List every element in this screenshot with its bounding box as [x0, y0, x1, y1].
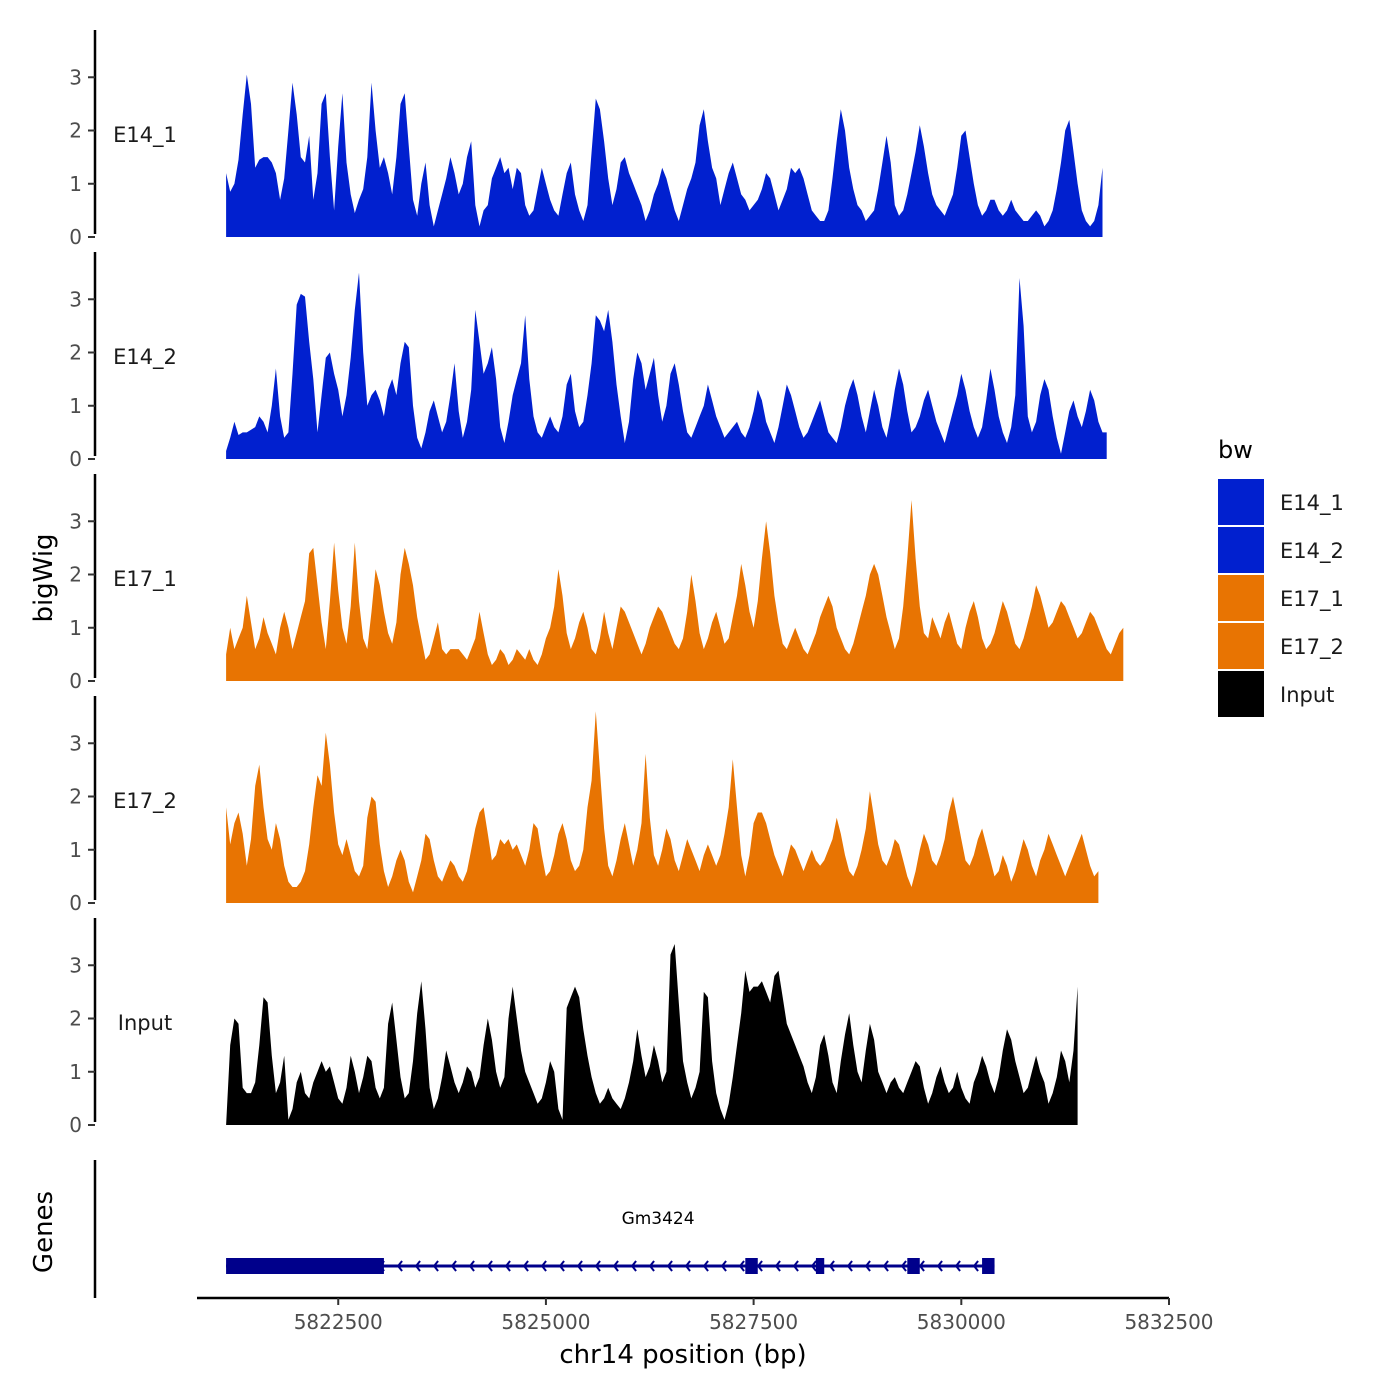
strand-arrow [720, 1260, 727, 1272]
legend-label: E14_2 [1280, 539, 1344, 564]
y-tick-label: 1 [69, 394, 82, 418]
genes-panel: Gm3424 [93, 1160, 995, 1298]
legend-title: bw [1218, 436, 1253, 464]
y-tick-label: 2 [69, 563, 82, 587]
y-tick-label: 1 [69, 1060, 82, 1084]
strand-arrow [882, 1260, 889, 1272]
track-Input: 0 1 2 3 Input [69, 918, 1078, 1137]
track-E14_2: 0 1 2 3 E14_2 [69, 252, 1107, 471]
x-axis-title: chr14 position (bp) [559, 1340, 806, 1370]
y-tick-label: 2 [69, 785, 82, 809]
strand-arrow [576, 1260, 583, 1272]
x-axis: 5822500 5825000 5827500 5830000 5832500 [197, 1296, 1214, 1334]
gene-name-label: Gm3424 [622, 1209, 695, 1229]
strand-arrow [648, 1260, 655, 1272]
coverage-area-E14_1 [226, 74, 1103, 237]
strand-arrow [450, 1260, 457, 1272]
legend-label: E17_1 [1280, 587, 1344, 612]
y-tick-label: 3 [69, 65, 82, 89]
track-label: Input [118, 1011, 172, 1035]
track-label: E17_1 [113, 567, 177, 592]
x-tick-label: 5827500 [709, 1310, 798, 1334]
strand-arrow [396, 1260, 403, 1272]
track-E17_2: 0 1 2 3 E17_2 [69, 696, 1099, 915]
strand-arrow [738, 1260, 745, 1272]
y-tick-label: 0 [69, 225, 82, 249]
gene-exon [907, 1258, 920, 1274]
y-tick-label: 0 [69, 447, 82, 471]
strand-arrow [828, 1260, 835, 1272]
x-tick-label: 5822500 [294, 1310, 383, 1334]
strand-arrow [954, 1260, 961, 1272]
strand-arrow [486, 1260, 493, 1272]
y-tick-label: 3 [69, 953, 82, 977]
track-label: E14_2 [113, 345, 177, 370]
x-tick-label: 5830000 [917, 1310, 1006, 1334]
coverage-area-E14_2 [226, 272, 1107, 459]
strand-arrow [792, 1260, 799, 1272]
y-tick-label: 0 [69, 669, 82, 693]
strand-arrow [774, 1260, 781, 1272]
legend-label: Input [1280, 683, 1334, 707]
strand-arrow [558, 1260, 565, 1272]
gene-exon [982, 1258, 995, 1274]
strand-arrow [504, 1260, 511, 1272]
y-tick-label: 1 [69, 616, 82, 640]
y-tick-label: 2 [69, 119, 82, 143]
strand-arrow [684, 1260, 691, 1272]
strand-arrow [630, 1260, 637, 1272]
y-tick-label: 0 [69, 1113, 82, 1137]
track-E14_1: 0 1 2 3 E14_1 [69, 30, 1103, 249]
strand-arrow [756, 1260, 763, 1272]
legend-swatch-E14_1 [1218, 479, 1264, 525]
strand-arrow [936, 1260, 943, 1272]
y-tick-label: 3 [69, 509, 82, 533]
strand-arrow [666, 1260, 673, 1272]
y-tick-label: 3 [69, 287, 82, 311]
y-tick-label: 3 [69, 731, 82, 755]
y-tick-label: 1 [69, 172, 82, 196]
legend-swatch-E17_2 [1218, 623, 1264, 669]
strand-arrow [810, 1260, 817, 1272]
track-label: E14_1 [113, 123, 177, 148]
x-tick-label: 5832500 [1124, 1310, 1213, 1334]
y-tick-label: 2 [69, 341, 82, 365]
coverage-tracks: 0 1 2 3 E14_1 0 1 2 3 E14_2 0 1 2 3 E17_1 0 1 2 3 E17_2 0 1 2 3… [69, 30, 1124, 1137]
strand-arrow [594, 1260, 601, 1272]
legend-swatch-E14_2 [1218, 527, 1264, 573]
y-tick-label: 2 [69, 1007, 82, 1031]
strand-arrow [972, 1260, 979, 1272]
track-label: E17_2 [113, 789, 177, 814]
coverage-area-E17_2 [226, 711, 1099, 903]
coverage-area-Input [226, 944, 1078, 1125]
legend-swatch-Input [1218, 671, 1264, 717]
gene-exon [226, 1258, 384, 1274]
strand-arrow [918, 1260, 925, 1272]
y-tick-label: 0 [69, 891, 82, 915]
strand-arrow [540, 1260, 547, 1272]
legend: bw E14_1 E14_2 E17_1 E17_2 Input [1218, 436, 1344, 717]
genes-panel-title: Genes [29, 1191, 59, 1273]
strand-arrow [864, 1260, 871, 1272]
y-axis-title: bigWig [29, 533, 59, 622]
strand-arrow [432, 1260, 439, 1272]
strand-arrow [522, 1260, 529, 1272]
x-tick-label: 5825000 [501, 1310, 590, 1334]
y-tick-label: 1 [69, 838, 82, 862]
strand-arrow [846, 1260, 853, 1272]
strand-arrow [900, 1260, 907, 1272]
gene-exon [745, 1258, 758, 1274]
strand-arrow [414, 1260, 421, 1272]
track-E17_1: 0 1 2 3 E17_1 [69, 474, 1124, 693]
legend-swatch-E17_1 [1218, 575, 1264, 621]
strand-arrow [468, 1260, 475, 1272]
strand-arrow [702, 1260, 709, 1272]
legend-label: E14_1 [1280, 491, 1344, 516]
coverage-area-E17_1 [226, 500, 1124, 681]
strand-arrow [612, 1260, 619, 1272]
legend-label: E17_2 [1280, 635, 1344, 660]
gene-exon [815, 1258, 825, 1274]
